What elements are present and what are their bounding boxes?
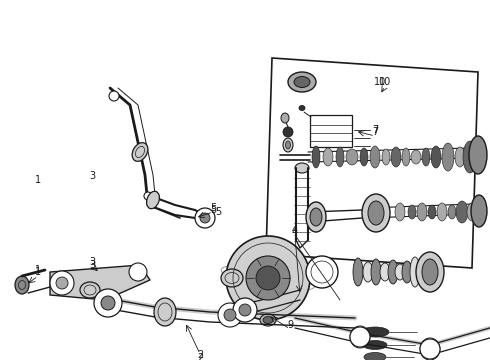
Ellipse shape (336, 147, 344, 167)
Circle shape (218, 303, 242, 327)
Circle shape (256, 266, 280, 290)
Ellipse shape (380, 263, 390, 281)
Text: 5: 5 (215, 207, 221, 217)
Text: 2: 2 (197, 350, 203, 360)
Ellipse shape (402, 148, 410, 166)
Ellipse shape (306, 256, 338, 288)
Ellipse shape (353, 258, 363, 286)
Text: 5: 5 (210, 205, 216, 215)
Circle shape (233, 298, 257, 322)
Ellipse shape (442, 143, 454, 171)
Circle shape (109, 91, 119, 101)
Ellipse shape (283, 138, 293, 152)
Text: 4: 4 (292, 227, 298, 237)
Text: 5: 5 (210, 203, 216, 213)
Circle shape (420, 339, 440, 359)
Ellipse shape (346, 149, 358, 165)
Ellipse shape (15, 276, 29, 294)
Ellipse shape (294, 77, 310, 87)
Text: 10: 10 (374, 77, 386, 87)
Ellipse shape (370, 146, 380, 168)
Text: 1: 1 (35, 175, 41, 185)
Text: 3: 3 (89, 260, 95, 270)
Ellipse shape (362, 194, 390, 232)
Ellipse shape (422, 148, 430, 166)
Ellipse shape (410, 257, 420, 287)
Ellipse shape (363, 262, 373, 282)
Circle shape (239, 304, 251, 316)
Ellipse shape (260, 314, 276, 326)
Ellipse shape (360, 148, 368, 166)
Ellipse shape (310, 208, 322, 226)
Ellipse shape (132, 143, 148, 161)
Ellipse shape (469, 136, 487, 174)
Ellipse shape (263, 316, 273, 324)
Circle shape (101, 296, 115, 310)
Ellipse shape (408, 205, 416, 219)
Ellipse shape (395, 203, 405, 221)
Ellipse shape (154, 298, 176, 326)
Ellipse shape (448, 205, 456, 219)
Circle shape (283, 127, 293, 137)
Text: 9: 9 (287, 320, 293, 330)
Text: 1: 1 (35, 267, 41, 277)
Ellipse shape (455, 147, 465, 167)
Ellipse shape (395, 264, 405, 280)
Text: 10: 10 (379, 77, 391, 87)
Ellipse shape (391, 147, 401, 167)
Ellipse shape (416, 252, 444, 292)
Text: 4: 4 (292, 225, 298, 235)
Circle shape (246, 256, 290, 300)
Ellipse shape (411, 150, 421, 164)
Circle shape (50, 271, 74, 295)
Text: 7: 7 (372, 125, 378, 135)
Ellipse shape (467, 203, 477, 221)
Ellipse shape (147, 191, 159, 209)
Circle shape (350, 327, 370, 347)
Ellipse shape (364, 352, 386, 360)
Ellipse shape (288, 72, 316, 92)
Ellipse shape (402, 261, 412, 283)
Ellipse shape (363, 341, 387, 350)
Text: 3: 3 (89, 171, 95, 181)
Ellipse shape (463, 141, 477, 173)
Ellipse shape (312, 146, 320, 168)
Circle shape (56, 277, 68, 289)
Ellipse shape (221, 269, 243, 287)
Ellipse shape (368, 201, 384, 225)
Ellipse shape (80, 282, 100, 298)
Circle shape (226, 236, 310, 320)
Bar (310, 115, 352, 147)
Ellipse shape (431, 146, 441, 168)
Ellipse shape (306, 202, 326, 232)
Ellipse shape (428, 205, 436, 219)
Ellipse shape (286, 141, 291, 149)
Ellipse shape (281, 113, 289, 123)
Text: 1: 1 (35, 265, 41, 275)
Ellipse shape (437, 203, 447, 221)
Ellipse shape (471, 195, 487, 227)
Circle shape (195, 208, 215, 228)
Ellipse shape (361, 327, 389, 337)
Ellipse shape (371, 259, 381, 285)
Circle shape (129, 263, 147, 281)
Ellipse shape (388, 260, 398, 284)
Text: 3: 3 (89, 257, 95, 267)
Circle shape (94, 289, 122, 317)
Ellipse shape (456, 201, 468, 223)
Ellipse shape (295, 163, 309, 173)
Circle shape (200, 213, 210, 223)
Polygon shape (50, 265, 150, 300)
Ellipse shape (382, 149, 390, 165)
Text: 7: 7 (372, 127, 378, 137)
Ellipse shape (323, 148, 333, 166)
Text: 2: 2 (197, 353, 203, 360)
Ellipse shape (299, 105, 305, 111)
Circle shape (224, 309, 236, 321)
Circle shape (144, 192, 152, 200)
Ellipse shape (422, 259, 438, 285)
Ellipse shape (417, 203, 427, 221)
